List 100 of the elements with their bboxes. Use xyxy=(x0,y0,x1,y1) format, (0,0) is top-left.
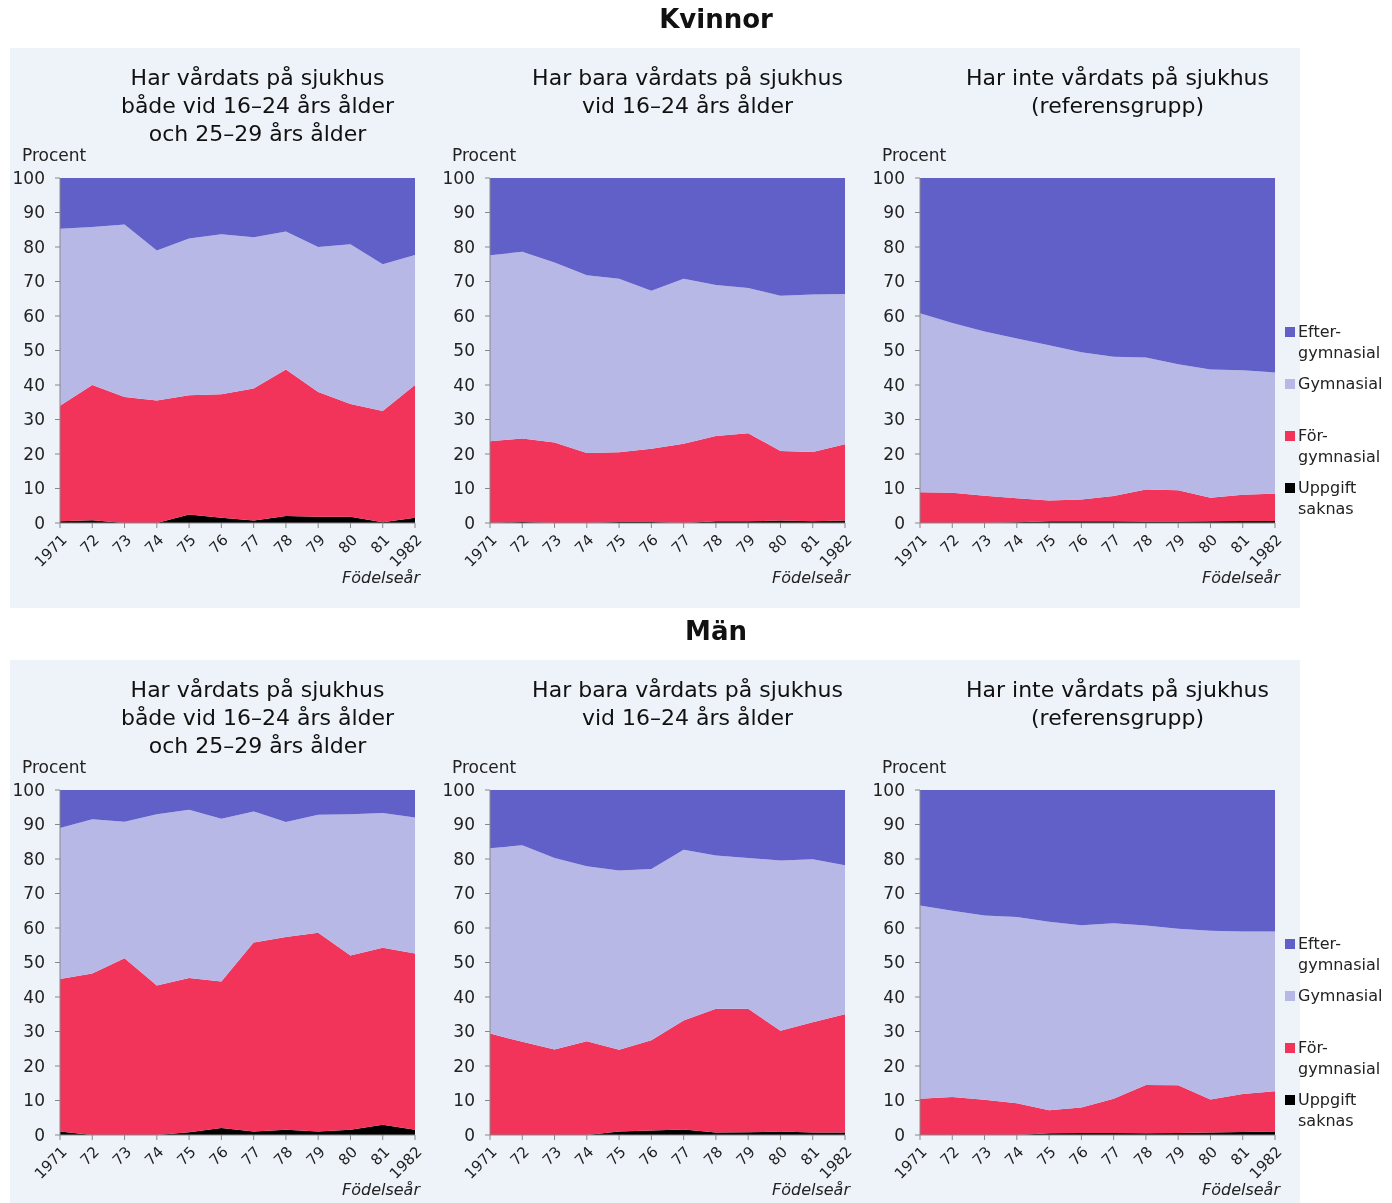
x-tick-label: 78 xyxy=(270,1142,297,1170)
x-tick-label: 78 xyxy=(270,530,297,558)
y-tick-label: 20 xyxy=(883,1055,905,1076)
y-tick-label: 50 xyxy=(23,340,45,361)
x-tick-label: 80 xyxy=(334,530,361,558)
y-tick-label: 100 xyxy=(12,167,45,188)
x-tick-label: 74 xyxy=(571,1142,598,1170)
y-tick-label: 100 xyxy=(872,779,905,800)
x-tick-label: 72 xyxy=(936,530,963,558)
x-tick-label: 75 xyxy=(603,1142,630,1170)
y-tick-label: 50 xyxy=(883,952,905,973)
chart-title: Har bara vårdats på sjukhus vid 16–24 års ålder xyxy=(532,677,843,730)
x-tick-label: 76 xyxy=(205,1142,232,1170)
x-tick-label: 75 xyxy=(603,530,630,558)
y-tick-label: 50 xyxy=(453,952,475,973)
text: Kvinnor xyxy=(659,4,774,34)
y-tick-label: 0 xyxy=(34,512,45,533)
x-tick-label: 77 xyxy=(237,1142,265,1170)
y-tick-label: 70 xyxy=(453,271,475,292)
y-tick-label: 80 xyxy=(453,848,475,869)
x-tick-label: 80 xyxy=(1194,530,1221,558)
y-tick-label: 40 xyxy=(883,986,905,1007)
y-axis-title: Procent xyxy=(882,757,947,777)
y-tick-label: 70 xyxy=(23,883,45,904)
x-tick-label: 74 xyxy=(1001,1142,1028,1170)
y-tick-label: 0 xyxy=(464,1124,475,1145)
y-tick-label: 70 xyxy=(23,271,45,292)
x-tick-label: 77 xyxy=(1097,530,1125,558)
legend-label: Gymnasial xyxy=(1298,986,1383,1005)
y-tick-label: 20 xyxy=(453,1055,475,1076)
y-tick-label: 80 xyxy=(883,848,905,869)
x-tick-label: 76 xyxy=(205,530,232,558)
x-tick-label: 79 xyxy=(302,1142,329,1170)
legend-label: Uppgift saknas xyxy=(1298,1090,1357,1130)
y-tick-label: 90 xyxy=(883,814,905,835)
x-tick-label: 78 xyxy=(700,1142,727,1170)
text: Män xyxy=(685,616,747,646)
legend-label: För-gymnasial xyxy=(1298,1038,1381,1078)
legend-label: För-gymnasial xyxy=(1298,426,1381,466)
x-tick-label: 74 xyxy=(571,530,598,558)
y-tick-label: 60 xyxy=(453,917,475,938)
x-tick-label: 77 xyxy=(237,530,265,558)
x-axis-title: Födelseår xyxy=(342,568,422,587)
x-tick-label: 73 xyxy=(108,1142,136,1170)
y-axis-title: Procent xyxy=(452,145,517,165)
x-tick-label: 80 xyxy=(334,1142,361,1170)
x-tick-label: 79 xyxy=(732,1142,759,1170)
y-tick-label: 100 xyxy=(12,779,45,800)
x-tick-label: 78 xyxy=(1130,1142,1157,1170)
y-axis-title: Procent xyxy=(22,145,87,165)
chart-title: Har bara vårdats på sjukhus vid 16–24 års ålder xyxy=(532,65,843,118)
x-tick-label: 76 xyxy=(1065,1142,1092,1170)
y-axis-title: Procent xyxy=(22,757,87,777)
y-tick-label: 30 xyxy=(23,409,45,430)
x-tick-label: 75 xyxy=(173,530,200,558)
y-tick-label: 0 xyxy=(34,1124,45,1145)
x-tick-label: 74 xyxy=(141,530,168,558)
x-tick-label: 73 xyxy=(968,530,996,558)
y-tick-label: 50 xyxy=(23,952,45,973)
legend-label: Efter-gymnasial xyxy=(1298,322,1381,362)
y-axis-title: Procent xyxy=(882,145,947,165)
y-tick-label: 10 xyxy=(23,478,45,499)
y-tick-label: 100 xyxy=(442,779,475,800)
x-tick-label: 77 xyxy=(667,1142,695,1170)
x-tick-label: 77 xyxy=(667,530,695,558)
legend-label: Gymnasial xyxy=(1298,374,1383,393)
y-tick-label: 0 xyxy=(464,512,475,533)
y-tick-label: 60 xyxy=(23,917,45,938)
y-tick-label: 30 xyxy=(883,409,905,430)
legend-label: Efter-gymnasial xyxy=(1298,934,1381,974)
x-tick-label: 80 xyxy=(1194,1142,1221,1170)
y-tick-label: 50 xyxy=(453,340,475,361)
x-tick-label: 74 xyxy=(141,1142,168,1170)
y-tick-label: 80 xyxy=(23,848,45,869)
x-tick-label: 74 xyxy=(1001,530,1028,558)
chart-title: Har inte vårdats på sjukhus (referensgrupp) xyxy=(965,677,1270,730)
y-tick-label: 70 xyxy=(453,883,475,904)
y-tick-label: 10 xyxy=(453,1090,475,1111)
x-tick-label: 79 xyxy=(1162,530,1189,558)
y-tick-label: 60 xyxy=(883,305,905,326)
y-tick-label: 60 xyxy=(453,305,475,326)
x-tick-label: 73 xyxy=(968,1142,996,1170)
x-tick-label: 72 xyxy=(936,1142,963,1170)
y-tick-label: 20 xyxy=(23,1055,45,1076)
x-tick-label: 72 xyxy=(76,1142,103,1170)
chart-title: Har inte vårdats på sjukhus (referensgrupp) xyxy=(965,65,1270,118)
x-tick-label: 72 xyxy=(506,1142,533,1170)
x-tick-label: 79 xyxy=(1162,1142,1189,1170)
x-tick-label: 78 xyxy=(1130,530,1157,558)
y-tick-label: 90 xyxy=(23,202,45,223)
x-tick-label: 79 xyxy=(732,530,759,558)
y-tick-label: 0 xyxy=(894,512,905,533)
x-axis-title: Födelseår xyxy=(772,568,852,587)
x-axis-title: Födelseår xyxy=(772,1180,852,1199)
y-tick-label: 60 xyxy=(883,917,905,938)
y-tick-label: 20 xyxy=(883,443,905,464)
chart-title: Har vårdats på sjukhus både vid 16–24 års ålder och 25–29 års ålder xyxy=(120,677,396,758)
y-tick-label: 40 xyxy=(23,986,45,1007)
x-tick-label: 80 xyxy=(764,1142,791,1170)
y-tick-label: 90 xyxy=(453,202,475,223)
